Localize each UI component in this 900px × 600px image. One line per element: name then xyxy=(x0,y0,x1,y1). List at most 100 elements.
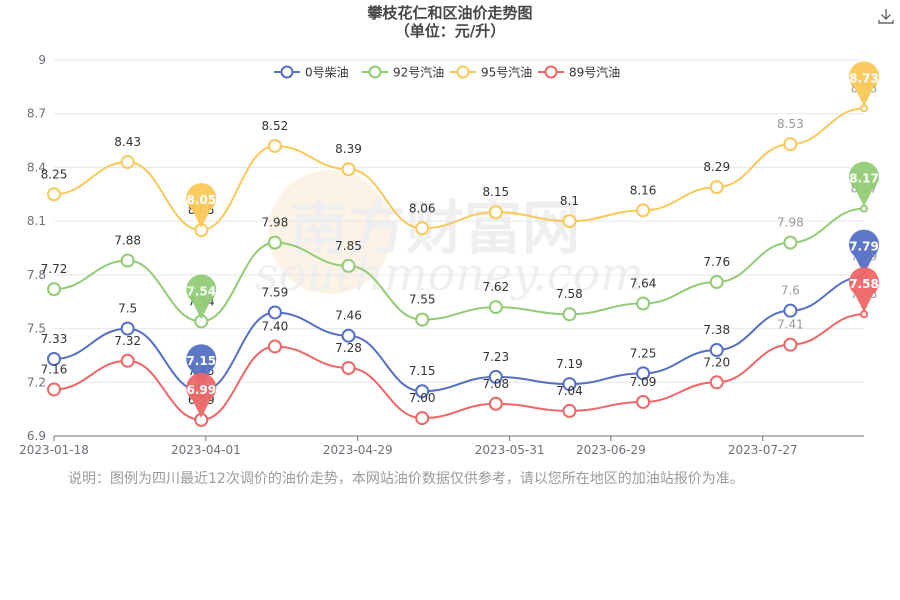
axes: 6.9 7.2 7.5 7.8 8.1 8.4 8.7 9 2023-01-18 2023-04-… xyxy=(19,53,864,457)
data-point xyxy=(562,307,577,322)
data-point xyxy=(120,321,135,336)
data-label: 8.16 xyxy=(630,183,657,197)
data-label: 7.19 xyxy=(556,357,583,371)
data-point xyxy=(415,221,430,236)
legend-item[interactable]: 95号汽油 xyxy=(450,65,532,80)
y-tick-label: 8.4 xyxy=(27,160,46,174)
x-tick-label: 2023-04-29 xyxy=(323,443,393,457)
pin-shape xyxy=(849,61,880,107)
data-point xyxy=(341,328,356,343)
data-point xyxy=(415,411,430,426)
data-label: 7.25 xyxy=(630,346,657,360)
data-point xyxy=(562,214,577,229)
legend-marker xyxy=(456,65,470,79)
data-point xyxy=(488,369,503,384)
legend-marker xyxy=(544,65,558,79)
data-label: 7.85 xyxy=(335,239,362,253)
data-point xyxy=(636,394,651,409)
data-label: 7.16 xyxy=(41,362,68,376)
data-point xyxy=(709,180,724,195)
data-point xyxy=(562,403,577,418)
data-point xyxy=(783,303,798,318)
data-point xyxy=(267,305,282,320)
legend-label: 92号汽油 xyxy=(393,65,444,80)
watermark-url: southmoney.com xyxy=(255,247,644,301)
data-label: 8.43 xyxy=(114,135,141,149)
data-point xyxy=(341,162,356,177)
data-label: 7.62 xyxy=(482,280,509,294)
data-point xyxy=(267,339,282,354)
pin-shape xyxy=(186,274,217,320)
data-label: 7.04 xyxy=(556,384,583,398)
pin-marker: 7.54 xyxy=(186,274,217,320)
data-label: 8.1 xyxy=(560,194,579,208)
data-point xyxy=(488,300,503,315)
pin-label: 7.54 xyxy=(186,284,216,298)
data-label: 8.15 xyxy=(482,185,509,199)
data-point xyxy=(709,343,724,358)
y-tick-label: 7.2 xyxy=(27,375,46,389)
data-label: 7.72 xyxy=(41,262,68,276)
data-point xyxy=(120,253,135,268)
pin-marker: 7.58 xyxy=(849,267,880,313)
data-label: 7.64 xyxy=(630,277,657,291)
data-point xyxy=(709,375,724,390)
series-group xyxy=(47,104,868,427)
data-label: 8.52 xyxy=(262,119,289,133)
data-label: 7.38 xyxy=(703,323,730,337)
watermark: 南方财富网 southmoney.com xyxy=(255,170,644,301)
y-tick-label: 8.7 xyxy=(27,107,46,121)
data-label: 7.58 xyxy=(556,287,583,301)
data-label: 7.98 xyxy=(777,216,804,230)
legend[interactable]: 0号柴油 92号汽油 95号汽油 89号汽油 xyxy=(274,65,620,80)
data-label: 7.6 xyxy=(781,284,800,298)
x-tick-label: 2023-05-31 xyxy=(475,443,545,457)
chart-subtitle: （单位：元/升） xyxy=(394,22,506,40)
data-label: 7.5 xyxy=(118,302,137,316)
data-label: 7.40 xyxy=(262,319,289,333)
data-label: 7.88 xyxy=(114,234,141,248)
data-label: 7.55 xyxy=(409,293,436,307)
pin-shape xyxy=(849,267,880,313)
data-label: 7.20 xyxy=(703,355,730,369)
pin-shape xyxy=(849,229,880,275)
data-point xyxy=(488,205,503,220)
legend-item[interactable]: 89号汽油 xyxy=(538,65,620,80)
data-point xyxy=(267,235,282,250)
series-line xyxy=(53,313,865,421)
pin-shape xyxy=(186,183,217,229)
data-point xyxy=(47,352,61,367)
data-point xyxy=(783,235,798,250)
data-point xyxy=(636,203,651,218)
pin-shape xyxy=(186,372,217,418)
data-label: 7.32 xyxy=(114,334,141,348)
data-point xyxy=(709,275,724,290)
pin-label: 8.73 xyxy=(849,71,879,85)
data-point xyxy=(562,377,577,392)
data-point xyxy=(415,384,430,399)
data-label: 8.53 xyxy=(777,117,804,131)
legend-label: 89号汽油 xyxy=(569,65,620,80)
data-point xyxy=(120,155,135,170)
data-point xyxy=(783,337,798,352)
data-point xyxy=(341,360,356,375)
data-label: 7.98 xyxy=(262,216,289,230)
data-label: 7.00 xyxy=(409,391,436,405)
pin-marker: 8.73 xyxy=(849,61,880,107)
data-point xyxy=(488,396,503,411)
y-tick-label: 7.5 xyxy=(27,322,46,336)
pin-label: 8.05 xyxy=(186,193,216,207)
legend-item[interactable]: 0号柴油 xyxy=(274,65,349,80)
y-tick-label: 8.1 xyxy=(27,214,46,228)
data-point xyxy=(47,382,61,397)
data-label: 7.28 xyxy=(335,341,362,355)
data-point xyxy=(636,366,651,381)
download-icon[interactable] xyxy=(876,6,896,26)
chart-title: 攀枝花仁和区油价走势图 xyxy=(367,4,533,22)
pin-shape xyxy=(186,344,217,390)
pin-marker: 6.99 xyxy=(186,372,217,418)
pin-label: 6.99 xyxy=(186,383,216,397)
pin-label: 8.17 xyxy=(849,172,879,186)
series-line xyxy=(53,107,865,232)
legend-item[interactable]: 92号汽油 xyxy=(362,65,444,80)
